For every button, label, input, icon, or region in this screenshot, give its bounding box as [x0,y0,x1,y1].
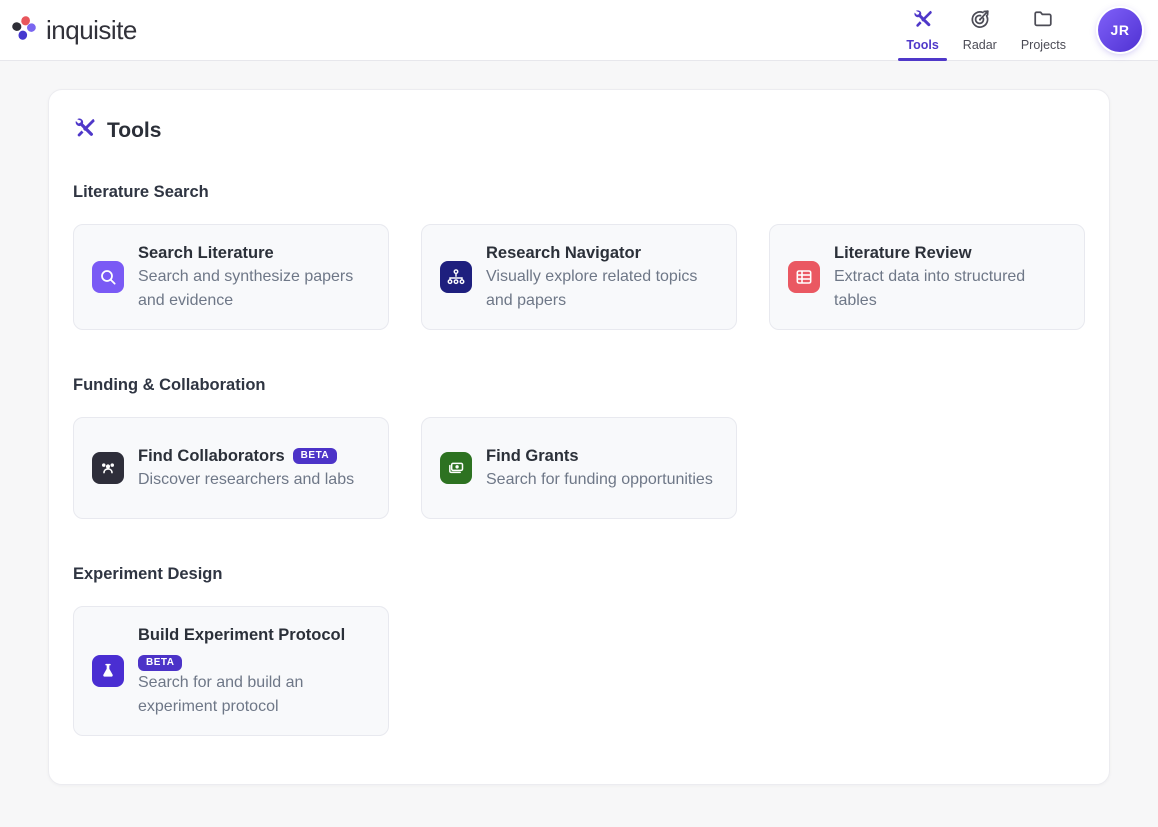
tool-description: Extract data into structured tables [834,268,1026,309]
top-header: inquisite Tools Radar [0,0,1158,61]
page-title: Tools [73,116,1085,145]
search-icon [92,261,124,293]
tool-card-build-experiment-protocol[interactable]: Build Experiment Protocol BETA Search fo… [73,606,389,736]
tool-title: Literature Review [834,244,972,262]
section-experiment-design: Experiment Design Build Experiment Proto… [73,565,1085,736]
nav-item-radar[interactable]: Radar [951,0,1009,60]
tool-grid: Search Literature Search and synthesize … [73,224,1085,330]
table-icon [788,261,820,293]
primary-nav: Tools Radar Projects JR [894,0,1142,61]
folder-icon [1032,8,1054,35]
tool-description: Discover researchers and labs [138,471,355,488]
nav-label-radar: Radar [962,38,997,52]
users-icon [92,452,124,484]
tool-title: Find Grants [486,447,579,465]
tool-card-research-navigator[interactable]: Research Navigator Visually explore rela… [421,224,737,330]
section-title: Funding & Collaboration [73,376,266,394]
tool-title: Research Navigator [486,244,641,262]
section-literature-search: Literature Search Search Literature Sear… [73,183,1085,330]
section-title: Literature Search [73,183,209,201]
tool-title: Search Literature [138,244,274,262]
tool-description: Search for funding opportunities [486,471,713,488]
tools-panel: Tools Literature Search Search Literatur… [48,89,1110,785]
section-title: Experiment Design [73,565,223,583]
money-icon [440,452,472,484]
section-funding-collaboration: Funding & Collaboration Find Collaborato… [73,376,1085,519]
beta-badge: BETA [292,448,338,464]
flask-icon [92,655,124,687]
tool-grid: Build Experiment Protocol BETA Search fo… [73,606,1085,736]
tool-description: Search and synthesize papers and evidenc… [138,268,354,309]
tool-sections: Literature Search Search Literature Sear… [73,183,1085,736]
tool-card-search-literature[interactable]: Search Literature Search and synthesize … [73,224,389,330]
tool-card-find-grants[interactable]: Find Grants Search for funding opportuni… [421,417,737,519]
nav-label-tools: Tools [906,38,939,52]
main-content: Tools Literature Search Search Literatur… [0,61,1158,827]
tool-card-find-collaborators[interactable]: Find Collaborators BETA Discover researc… [73,417,389,519]
tool-card-literature-review[interactable]: Literature Review Extract data into stru… [769,224,1085,330]
nav-item-projects[interactable]: Projects [1009,0,1078,60]
user-avatar[interactable]: JR [1098,8,1142,52]
radar-icon [969,8,991,35]
nav-item-tools[interactable]: Tools [894,0,950,61]
brand-logo[interactable]: inquisite [10,14,137,47]
tool-description: Visually explore related topics and pape… [486,268,698,309]
tool-title: Build Experiment Protocol [138,626,346,644]
tool-title: Find Collaborators [138,447,285,465]
brand-name: inquisite [46,14,137,45]
nav-label-projects: Projects [1020,38,1066,52]
tools-icon [912,8,934,35]
tool-description: Search for and build an experiment proto… [138,674,304,715]
page-title-text: Tools [107,118,162,142]
tool-grid: Find Collaborators BETA Discover researc… [73,417,1085,519]
beta-badge: BETA [138,655,183,671]
logo-petals-icon [10,14,38,47]
tools-heading-icon [73,116,97,145]
sitemap-icon [440,261,472,293]
